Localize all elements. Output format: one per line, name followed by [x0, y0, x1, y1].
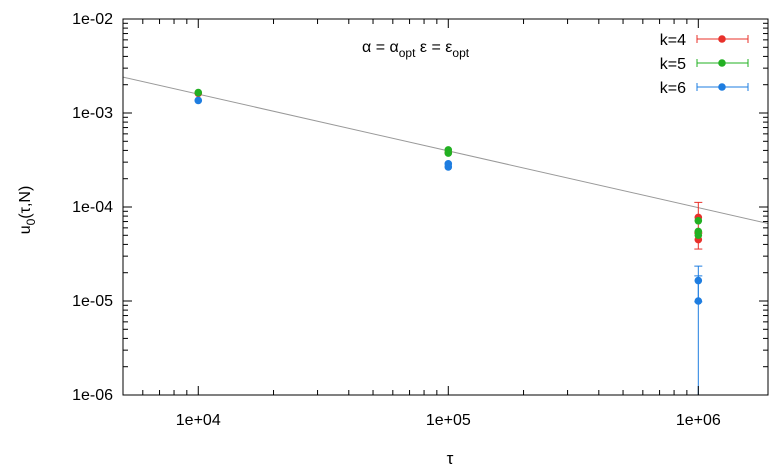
y-axis-label-sub: 0	[24, 218, 38, 225]
plot-frame	[122, 18, 769, 396]
y-axis-label-rest: (τ,N)	[17, 186, 34, 219]
legend-marker	[718, 35, 726, 43]
legend-label: k=4	[660, 32, 686, 49]
y-tick-label: 1e-05	[72, 293, 113, 310]
annotation: α = αopt ε = εopt	[362, 39, 470, 60]
data-point	[444, 149, 453, 157]
axis-ticks: 1e+04 1e+05 1e+06 1e-06 1e-05 1e-04 1e-03 1e-02	[72, 11, 768, 429]
x-axis-label: τ	[447, 449, 454, 468]
annotation-alpha: α	[362, 39, 371, 56]
x-tick-label: 1e+05	[426, 412, 471, 429]
x-tick-label: 1e+06	[676, 412, 721, 429]
y-tick-label: 1e-02	[72, 11, 113, 28]
data-point	[194, 96, 203, 105]
series-k-5	[194, 88, 703, 239]
data-point	[694, 231, 703, 239]
data-point	[194, 88, 203, 97]
y-axis-label-base: u	[17, 225, 34, 234]
series-k-6	[194, 96, 703, 396]
data-point	[694, 297, 703, 305]
legend-label: k=5	[660, 56, 686, 73]
annotation-eps-sub: opt	[452, 46, 469, 60]
y-tick-label: 1e-06	[72, 387, 113, 404]
legend-marker	[718, 83, 726, 91]
x-tick-label: 1e+04	[176, 412, 221, 429]
y-tick-label: 1e-04	[72, 199, 113, 216]
legend-label: k=6	[660, 80, 686, 97]
annotation-eps: ε	[420, 39, 427, 56]
y-axis-label: u0(τ,N)	[17, 186, 38, 235]
annotation-eps-2: ε	[445, 39, 452, 56]
annotation-alpha-2: α	[389, 39, 398, 56]
legend-marker	[718, 59, 726, 67]
legend: k=4 k=5 k=6	[660, 32, 749, 97]
data-point	[694, 216, 703, 225]
data-layer	[194, 88, 703, 396]
annotation-alpha-sub: opt	[399, 46, 416, 60]
data-point	[444, 163, 453, 171]
y-tick-label: 1e-03	[72, 105, 113, 122]
